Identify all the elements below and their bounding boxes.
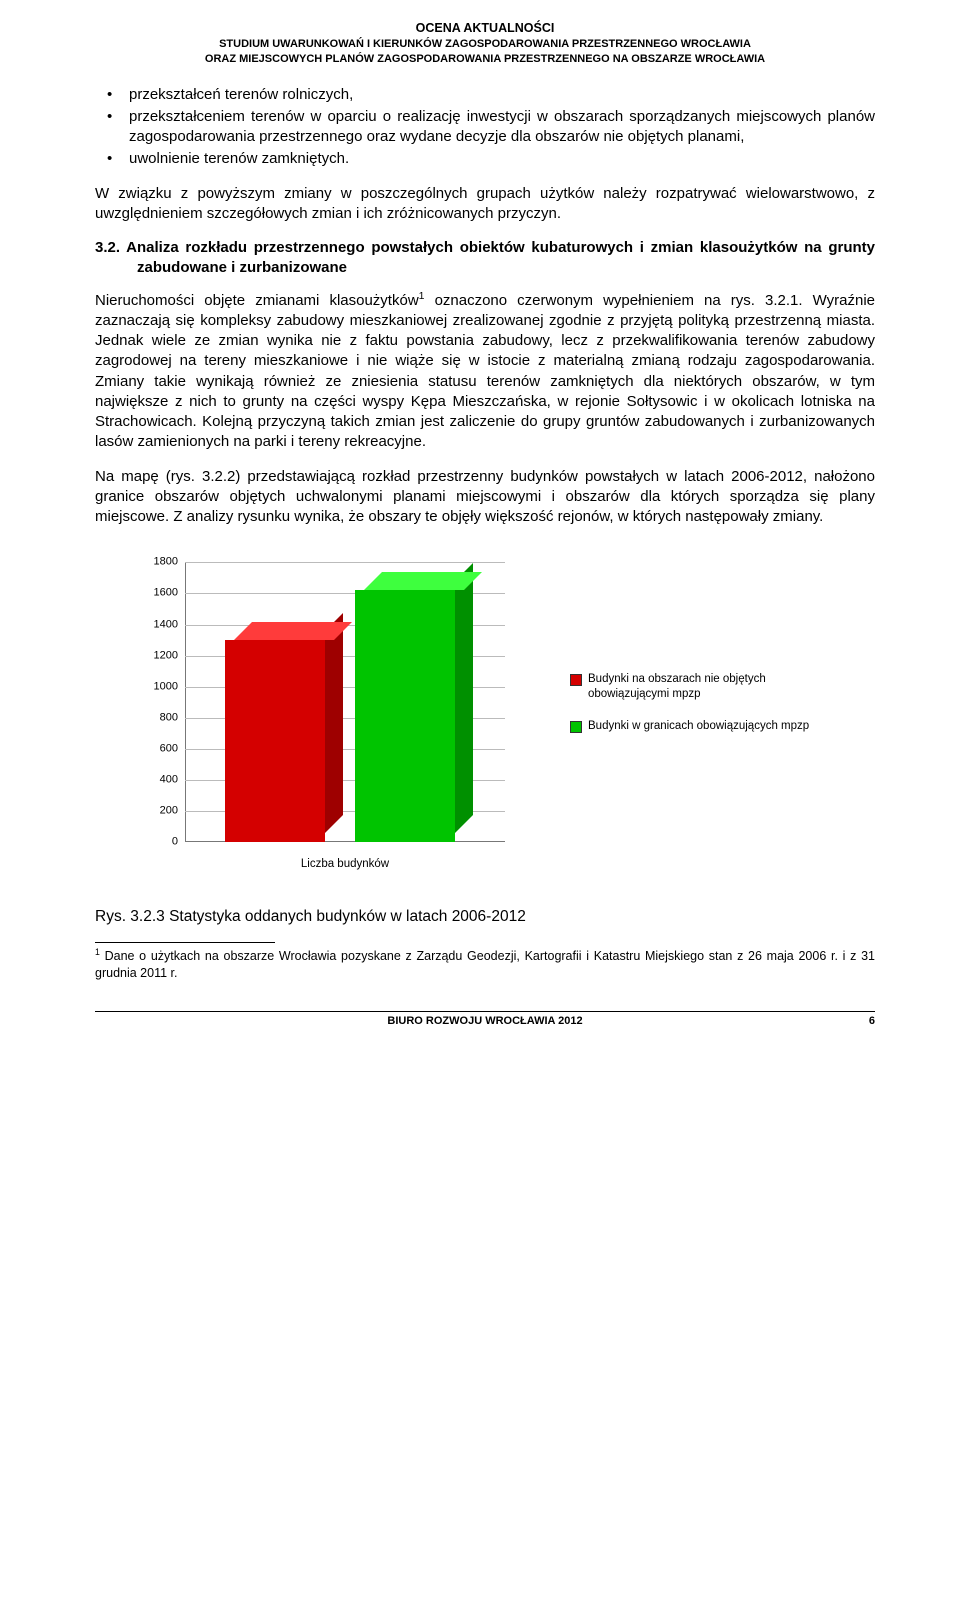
ytick-label: 200 [130,804,178,819]
header-line-1: OCENA AKTUALNOŚCI [95,20,875,37]
footer-center: BIURO ROZWOJU WROCŁAWIA 2012 [387,1014,582,1029]
ytick-label: 1200 [130,648,178,663]
paragraph-1: W związku z powyższym zmiany w poszczegó… [95,184,875,225]
section-heading: 3.2. Analiza rozkładu przestrzennego pow… [95,238,875,279]
legend-swatch [570,721,582,733]
gridline [185,562,505,563]
chart-bar [355,590,455,842]
ytick-label: 400 [130,773,178,788]
bar-chart: Liczba budynków 0 200 400 600 800 1000 1200 140… [130,552,550,882]
header-line-2: STUDIUM UWARUNKOWAŃ I KIERUNKÓW ZAGOSPOD… [95,37,875,52]
ytick-label: 0 [130,835,178,850]
chart-xlabel: Liczba budynków [185,857,505,873]
legend-item: Budynki w granicach obowiązujących mpzp [570,719,840,733]
bullet-item: uwolnienie terenów zamkniętych. [95,149,875,169]
page-number: 6 [869,1014,875,1029]
paragraph-3: Na mapę (rys. 3.2.2) przedstawiającą roz… [95,467,875,528]
page-footer: BIURO ROZWOJU WROCŁAWIA 2012 6 [95,1012,875,1029]
legend-swatch [570,674,582,686]
chart-bar [225,640,325,842]
figure-caption: Rys. 3.2.3 Statystyka oddanych budynków … [95,907,875,928]
ytick-label: 1400 [130,617,178,632]
chart-legend: Budynki na obszarach nie objętych obowią… [570,672,840,751]
footnote: 1 Dane o użytkach na obszarze Wrocławia … [95,947,875,981]
ytick-label: 800 [130,710,178,725]
ytick-label: 600 [130,742,178,757]
chart-container: Liczba budynków 0 200 400 600 800 1000 1200 140… [95,552,875,882]
legend-label: Budynki w granicach obowiązujących mpzp [588,719,809,733]
ytick-label: 1000 [130,679,178,694]
bullet-list: przekształceń terenów rolniczych, przeks… [95,85,875,170]
footnote-rule [95,942,275,943]
bullet-item: przekształceniem terenów w oparciu o rea… [95,107,875,148]
page-header: OCENA AKTUALNOŚCI STUDIUM UWARUNKOWAŃ I … [95,20,875,67]
bullet-item: przekształceń terenów rolniczych, [95,85,875,105]
ytick-label: 1800 [130,555,178,570]
legend-item: Budynki na obszarach nie objętych obowią… [570,672,840,701]
ytick-label: 1600 [130,586,178,601]
legend-label: Budynki na obszarach nie objętych obowią… [588,672,840,701]
paragraph-2: Nieruchomości objęte zmianami klasoużytk… [95,289,875,453]
header-line-3: ORAZ MIEJSCOWYCH PLANÓW ZAGOSPODAROWANIA… [95,52,875,67]
